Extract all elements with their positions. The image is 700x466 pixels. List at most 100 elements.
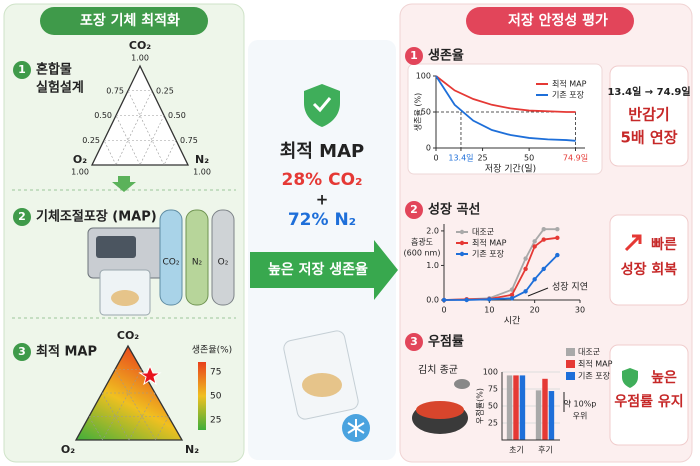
legend-dot: [459, 251, 465, 257]
cylinder-label: O₂: [218, 258, 229, 268]
highlight-text: 빠른: [651, 237, 677, 253]
y-tick-label: 0.0: [426, 296, 439, 305]
x-tick-label: 10: [484, 306, 494, 315]
ternary-grid: [155, 416, 169, 441]
step-label: 성장 곡선: [428, 202, 480, 218]
optimum-star: [138, 364, 162, 386]
highlight-text: 5배 연장: [620, 129, 677, 147]
left-title: 포장 기체 최적화: [80, 12, 180, 29]
ternary-grid: [163, 140, 177, 166]
ternary-grid: [115, 90, 153, 166]
step-number: 1: [18, 63, 26, 76]
point: [541, 237, 546, 242]
ternary-grid: [101, 392, 130, 441]
kimchi: [416, 401, 464, 419]
legend-label: 최적 MAP: [552, 79, 587, 89]
bar: [535, 390, 542, 440]
vertex-label: CO₂: [129, 39, 151, 52]
cylinder-label: CO₂: [163, 258, 180, 268]
vertex-label: O₂: [61, 443, 75, 456]
shield-icon: [622, 368, 638, 388]
y-tick-label: 100: [416, 72, 431, 81]
series-line: [444, 254, 558, 301]
ternary-tick: 0.75: [180, 136, 198, 145]
bar: [506, 375, 513, 440]
n2-value: 72% N₂: [288, 210, 356, 230]
series-line: [435, 75, 576, 142]
annotation: 성장 지연: [552, 282, 588, 293]
ternary-grid: [127, 90, 165, 166]
x-tick-label: 0: [433, 154, 438, 163]
food: [111, 290, 139, 306]
x-tick-label: 후기: [538, 446, 553, 455]
cylinder: [211, 209, 235, 306]
vertex-label: N₂: [195, 153, 209, 166]
step-label: 혼합물: [36, 62, 72, 78]
y-tick-label: 1.0: [426, 261, 439, 270]
step-badge: [405, 333, 423, 351]
ternary-tick: 0.50: [168, 111, 186, 120]
legend-label: 기존 포장: [472, 249, 505, 259]
title-pill: [466, 7, 634, 35]
y-axis-label: 흡광도: [411, 237, 433, 247]
step-number: 1: [410, 49, 418, 62]
vertex-value: 1.00: [131, 54, 149, 63]
legend-dot: [459, 229, 465, 235]
step-number: 3: [18, 345, 26, 358]
legend-swatch: [566, 372, 575, 380]
x-tick-label: 13.4일: [448, 154, 473, 163]
annotation: 약 10%p: [564, 399, 597, 409]
vertex-value: 1.00: [71, 168, 89, 177]
bar: [548, 391, 555, 440]
colorbar: [198, 362, 206, 430]
step-badge: [13, 343, 31, 361]
result-text: 높은 저장 생존율: [268, 261, 368, 278]
step-badge: [13, 208, 31, 226]
series-line: [435, 75, 576, 113]
y-axis-label: 생존율 (%): [413, 93, 423, 131]
step-label: 생존율: [428, 48, 464, 64]
y-tick-label: 50: [421, 108, 431, 117]
bar: [542, 378, 548, 440]
highlight-text: 높은: [651, 370, 677, 386]
point: [523, 289, 528, 294]
legend-swatch: [566, 348, 575, 356]
left-label: 김치 종균: [418, 364, 458, 376]
colorbar-title: 생존율(%): [192, 345, 232, 356]
point: [509, 296, 515, 301]
step-badge: [405, 201, 423, 219]
x-tick-label: 74.9일: [563, 154, 588, 163]
legend-dot: [459, 240, 465, 246]
highlight-text: 성장 회복: [621, 261, 678, 278]
legend-swatch: [566, 360, 575, 368]
legend-label: 최적 MAP: [578, 359, 613, 369]
step-number: 2: [18, 210, 26, 223]
point: [541, 266, 546, 272]
ternary-grid: [88, 416, 103, 441]
vertex-label: N₂: [185, 443, 199, 456]
point: [555, 252, 560, 258]
check: [312, 97, 332, 113]
cylinder: [185, 209, 209, 306]
legend-label: 대조군: [578, 348, 600, 357]
point: [464, 297, 469, 303]
highlight-text: 반감기: [628, 106, 669, 124]
colorbar-tick: 50: [210, 392, 222, 402]
legend-label: 기존 포장: [578, 371, 611, 381]
cylinder: [159, 209, 183, 306]
y-axis-label: 우점률(%): [475, 388, 485, 424]
x-tick-label: 초기: [509, 446, 524, 455]
x-axis-label: 저장 기간(일): [485, 164, 536, 175]
x-tick-label: 20: [530, 306, 540, 315]
point: [555, 226, 560, 232]
ternary-grid: [102, 369, 142, 441]
ternary-grid: [115, 115, 141, 166]
legend-label: 대조군: [472, 228, 494, 237]
point: [509, 287, 515, 292]
title-pill: [40, 7, 208, 35]
down-arrow: [112, 176, 136, 192]
x-tick-label: 25: [477, 154, 487, 163]
point: [541, 226, 546, 232]
sealer-screen: [96, 236, 136, 258]
point: [532, 277, 537, 282]
